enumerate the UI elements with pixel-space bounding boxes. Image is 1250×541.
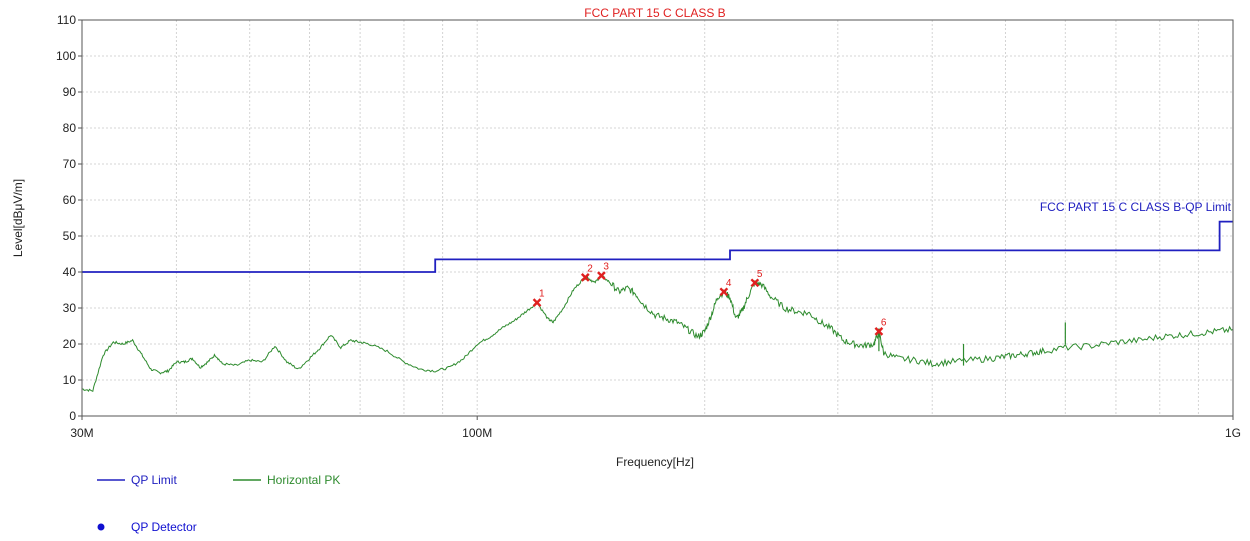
x-tick-label: 30M (70, 426, 93, 440)
qp-marker-label: 4 (726, 278, 732, 289)
y-tick-label: 10 (63, 373, 77, 387)
legend-qp-detector-dot (97, 523, 105, 531)
axes: 0 10 20 30 40 50 60 70 80 90 100 110 30M 100M 1G (56, 13, 1241, 440)
qp-marker-cross (719, 287, 729, 297)
qp-marker-1: 1 (532, 289, 545, 307)
limit-line-label: FCC PART 15 C CLASS B-QP Limit (1040, 200, 1232, 214)
qp-marker-label: 6 (881, 317, 887, 328)
y-tick-label: 20 (63, 337, 77, 351)
legend-qp-detector-label: QP Detector (131, 520, 197, 534)
qp-marker-cross (874, 327, 884, 336)
qp-marker-label: 1 (539, 289, 545, 300)
y-tick-label: 100 (56, 49, 76, 63)
qp-marker-6: 6 (874, 317, 887, 336)
y-tick-label: 90 (63, 85, 77, 99)
y-tick-label: 60 (63, 193, 77, 207)
y-tick-label: 80 (63, 121, 77, 135)
plot-frame (81, 19, 1234, 417)
grid (81, 19, 1234, 417)
x-axis-title: Frequency[Hz] (616, 455, 694, 469)
qp-marker-2: 2 (580, 263, 593, 282)
qp-marker-label: 3 (603, 262, 609, 273)
x-tick-label: 1G (1225, 426, 1241, 440)
qp-marker-label: 2 (587, 263, 593, 274)
y-tick-label: 110 (57, 13, 76, 27)
qp-marker-cross (580, 273, 590, 282)
legend: QP Limit Horizontal PK QP Detector (97, 473, 340, 534)
legend-horizontal-pk-label: Horizontal PK (267, 473, 340, 487)
qp-marker-label: 5 (757, 269, 763, 280)
y-axis-title: Level[dBμV/m] (11, 179, 25, 257)
qp-limit-line (82, 220, 1233, 273)
x-tick-label: 100M (462, 426, 492, 440)
qp-marker-cross (597, 271, 606, 280)
qp-marker-cross (750, 278, 760, 288)
qp-marker-4: 4 (719, 278, 732, 297)
qp-marker-5: 5 (750, 269, 763, 288)
y-tick-label: 40 (63, 265, 77, 279)
y-tick-label: 30 (63, 301, 77, 315)
qp-marker-cross (532, 298, 542, 307)
legend-qp-limit-label: QP Limit (131, 473, 177, 487)
y-tick-label: 70 (63, 157, 77, 171)
horizontal-pk-line (82, 274, 1234, 393)
qp-marker-3: 3 (597, 262, 609, 280)
y-tick-label: 50 (63, 229, 77, 243)
chart-title: FCC PART 15 C CLASS B (584, 6, 725, 20)
y-tick-label: 0 (69, 409, 76, 423)
